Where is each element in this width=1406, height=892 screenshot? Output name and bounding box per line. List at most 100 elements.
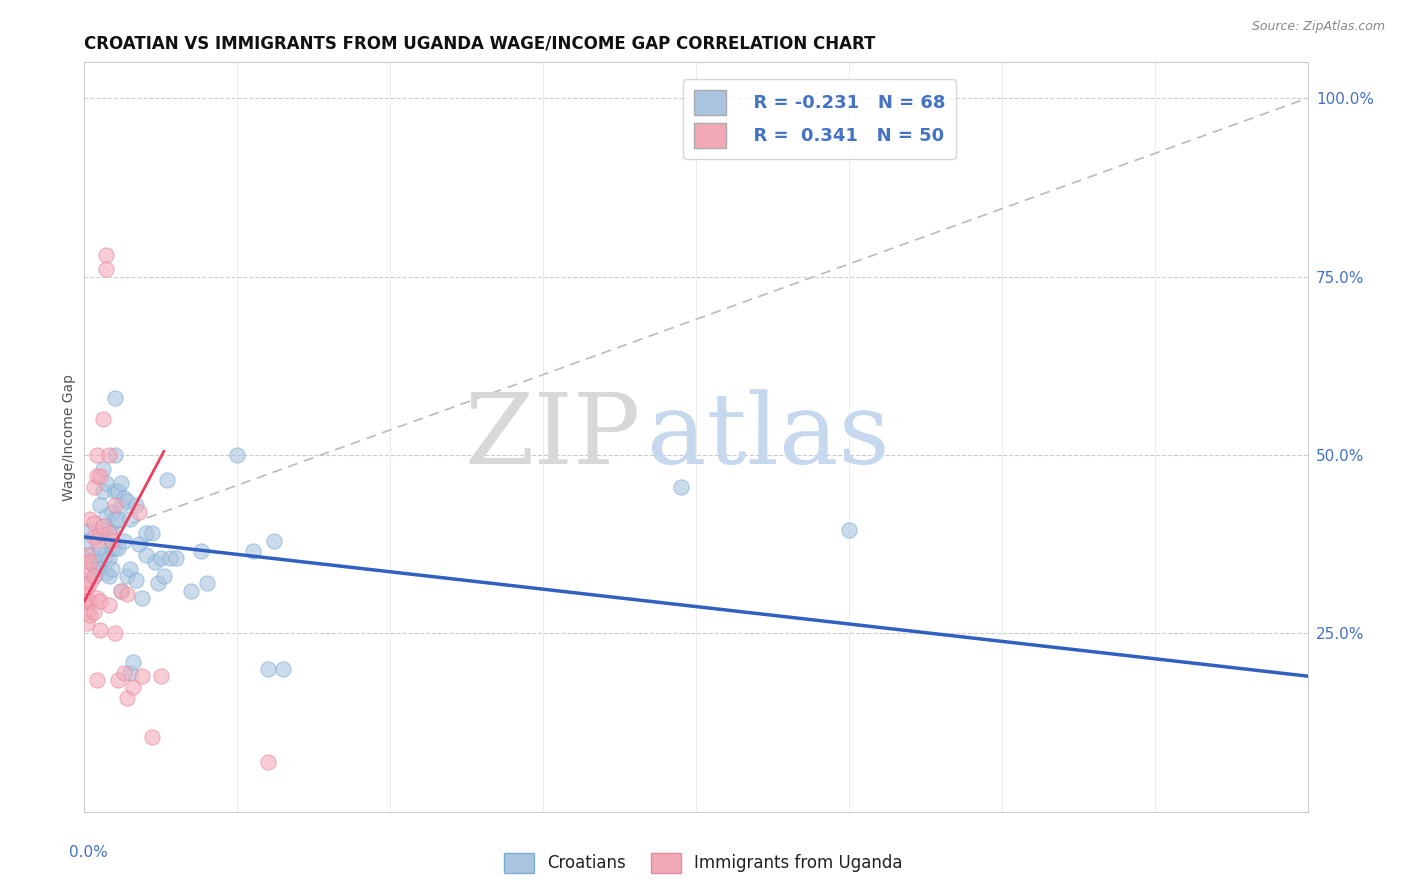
Text: ZIP: ZIP bbox=[464, 389, 641, 485]
Point bbox=[135, 526, 157, 541]
Point bbox=[149, 669, 172, 683]
Point bbox=[112, 491, 135, 505]
Point bbox=[86, 551, 108, 566]
Point bbox=[120, 562, 142, 576]
Point bbox=[156, 473, 179, 487]
Point bbox=[149, 551, 172, 566]
Point bbox=[79, 608, 101, 623]
Point bbox=[120, 665, 142, 680]
Point bbox=[94, 248, 117, 262]
Legend:   R = -0.231   N = 68,   R =  0.341   N = 50: R = -0.231 N = 68, R = 0.341 N = 50 bbox=[683, 79, 956, 159]
Point bbox=[120, 512, 142, 526]
Point bbox=[242, 544, 264, 558]
Point bbox=[195, 576, 218, 591]
Point bbox=[153, 569, 176, 583]
Point bbox=[94, 476, 117, 491]
Point bbox=[125, 573, 148, 587]
Point bbox=[94, 508, 117, 523]
Point bbox=[271, 662, 294, 676]
Point bbox=[128, 537, 150, 551]
Point bbox=[128, 505, 150, 519]
Point bbox=[73, 573, 96, 587]
Point bbox=[107, 512, 129, 526]
Point bbox=[141, 730, 163, 744]
Point bbox=[159, 551, 181, 566]
Point bbox=[115, 587, 138, 601]
Point bbox=[86, 591, 108, 605]
Point bbox=[101, 541, 124, 555]
Point bbox=[257, 755, 280, 769]
Point bbox=[669, 480, 692, 494]
Point bbox=[131, 591, 153, 605]
Point bbox=[83, 569, 105, 583]
Point bbox=[89, 526, 111, 541]
Point bbox=[226, 448, 249, 462]
Point bbox=[83, 530, 105, 544]
Point bbox=[94, 548, 117, 562]
Point bbox=[101, 562, 124, 576]
Point bbox=[79, 594, 101, 608]
Point bbox=[83, 605, 105, 619]
Point bbox=[86, 562, 108, 576]
Point bbox=[91, 412, 114, 426]
Point bbox=[83, 569, 105, 583]
Point bbox=[86, 673, 108, 687]
Point bbox=[110, 583, 132, 598]
Point bbox=[125, 498, 148, 512]
Point bbox=[73, 551, 96, 566]
Point bbox=[104, 541, 127, 555]
Point bbox=[83, 558, 105, 573]
Point bbox=[91, 462, 114, 476]
Point bbox=[135, 548, 157, 562]
Point bbox=[112, 665, 135, 680]
Legend: Croatians, Immigrants from Uganda: Croatians, Immigrants from Uganda bbox=[496, 847, 910, 880]
Point bbox=[79, 523, 101, 537]
Point bbox=[89, 594, 111, 608]
Point bbox=[97, 448, 120, 462]
Point bbox=[143, 555, 166, 569]
Point bbox=[76, 605, 98, 619]
Point bbox=[263, 533, 285, 548]
Point bbox=[89, 541, 111, 555]
Point bbox=[86, 469, 108, 483]
Point bbox=[101, 526, 124, 541]
Point bbox=[104, 512, 127, 526]
Point bbox=[110, 583, 132, 598]
Point bbox=[104, 448, 127, 462]
Point bbox=[89, 498, 111, 512]
Point bbox=[91, 519, 114, 533]
Point bbox=[107, 541, 129, 555]
Point bbox=[83, 480, 105, 494]
Text: 0.0%: 0.0% bbox=[69, 846, 108, 861]
Point bbox=[97, 598, 120, 612]
Point bbox=[110, 498, 132, 512]
Point bbox=[94, 566, 117, 580]
Text: CROATIAN VS IMMIGRANTS FROM UGANDA WAGE/INCOME GAP CORRELATION CHART: CROATIAN VS IMMIGRANTS FROM UGANDA WAGE/… bbox=[84, 35, 876, 53]
Point bbox=[141, 526, 163, 541]
Point bbox=[104, 483, 127, 498]
Point bbox=[257, 662, 280, 676]
Point bbox=[190, 544, 212, 558]
Point bbox=[115, 569, 138, 583]
Point bbox=[101, 533, 124, 548]
Point bbox=[112, 533, 135, 548]
Point bbox=[122, 655, 145, 669]
Point bbox=[97, 569, 120, 583]
Point bbox=[115, 494, 138, 508]
Point bbox=[146, 576, 169, 591]
Point bbox=[89, 623, 111, 637]
Point bbox=[104, 498, 127, 512]
Point bbox=[79, 512, 101, 526]
Point bbox=[91, 483, 114, 498]
Point bbox=[101, 505, 124, 519]
Point bbox=[76, 548, 98, 562]
Point bbox=[79, 576, 101, 591]
Point bbox=[73, 555, 96, 569]
Point bbox=[89, 469, 111, 483]
Point bbox=[79, 548, 101, 562]
Point bbox=[107, 483, 129, 498]
Point bbox=[122, 680, 145, 694]
Point bbox=[76, 580, 98, 594]
Point bbox=[94, 262, 117, 277]
Point bbox=[97, 551, 120, 566]
